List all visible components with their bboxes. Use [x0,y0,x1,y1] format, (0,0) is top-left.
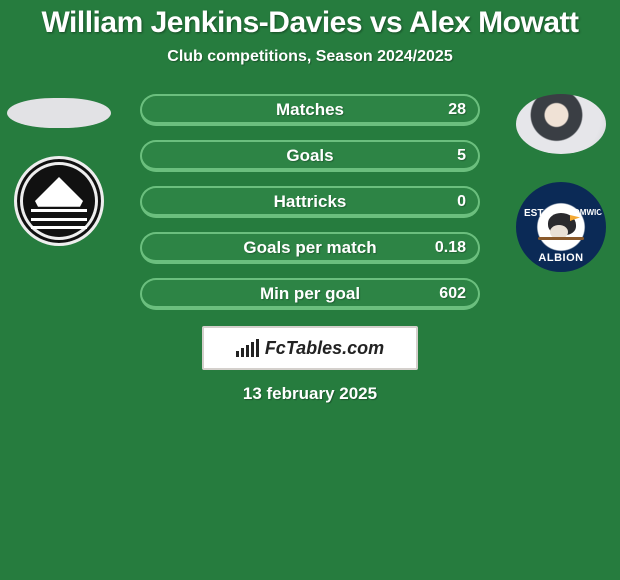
stat-capsule: Min per goal 602 [140,278,480,310]
stat-value-right: 5 [457,147,466,165]
wba-bottom-text: ALBION [538,252,583,264]
wba-badge-icon: EST BROMWIC ALBION [516,182,606,272]
stat-value-right: 602 [439,285,466,303]
plymouth-badge-icon [14,156,104,246]
left-player-column [4,94,114,246]
stat-capsule: Matches 28 [140,94,480,126]
bar-chart-icon [236,339,259,357]
stat-label: Goals [286,146,333,166]
stat-capsule: Goals 5 [140,140,480,172]
player2-photo [516,94,606,154]
footer-date: 13 february 2025 [0,384,620,404]
subtitle: Club competitions, Season 2024/2025 [0,48,620,66]
stat-label: Goals per match [243,238,376,258]
player1-photo-placeholder [7,98,111,128]
stat-label: Min per goal [260,284,360,304]
stat-capsule: Goals per match 0.18 [140,232,480,264]
wba-thrush-icon [538,207,584,247]
stat-label: Matches [276,100,344,120]
right-player-column: EST BROMWIC ALBION [506,94,616,272]
site-name: FcTables.com [265,338,384,359]
stat-label: Hattricks [274,192,347,212]
stat-value-right: 28 [448,101,466,119]
page-title: William Jenkins-Davies vs Alex Mowatt [0,0,620,40]
stat-capsule: Hattricks 0 [140,186,480,218]
comparison-card: William Jenkins-Davies vs Alex Mowatt Cl… [0,0,620,580]
plymouth-waves-icon [31,209,87,229]
stat-row: Min per goal 602 [0,278,620,310]
comparison-area: EST BROMWIC ALBION Matches 28 Goals 5 Hattri… [0,94,620,310]
site-badge[interactable]: FcTables.com [202,326,418,370]
stat-value-right: 0.18 [435,239,466,257]
stat-value-right: 0 [457,193,466,211]
